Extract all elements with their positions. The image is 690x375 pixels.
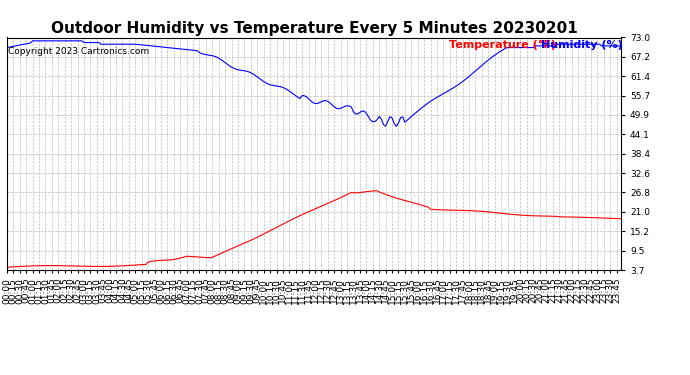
Title: Outdoor Humidity vs Temperature Every 5 Minutes 20230201: Outdoor Humidity vs Temperature Every 5 … (50, 21, 578, 36)
Text: Copyright 2023 Cartronics.com: Copyright 2023 Cartronics.com (8, 47, 149, 56)
Text: Humidity (%): Humidity (%) (541, 40, 623, 50)
Text: Temperature (°F): Temperature (°F) (449, 40, 556, 50)
